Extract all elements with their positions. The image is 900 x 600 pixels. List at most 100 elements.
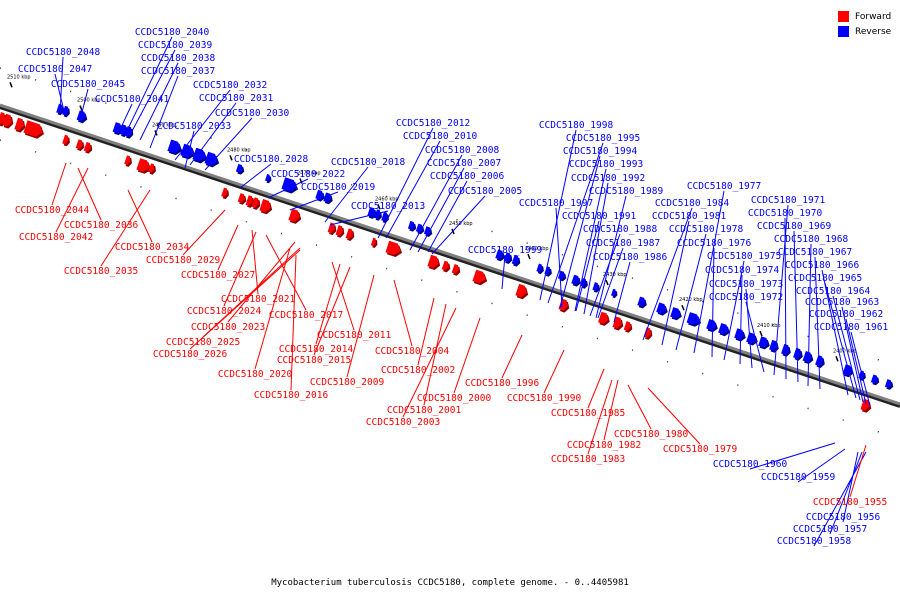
reverse-gene-shadow [612, 290, 618, 299]
scale-tick [527, 253, 531, 260]
reverse-gene [611, 288, 616, 297]
reverse-gene-leader [829, 451, 863, 535]
reverse-gene [734, 328, 745, 340]
reverse-gene-label: CCDC5180_1981 [652, 211, 727, 222]
forward-gene [124, 155, 131, 165]
reverse-gene-leader [739, 274, 743, 365]
reverse-gene [870, 374, 878, 384]
forward-gene-leader [417, 297, 435, 366]
forward-gene-label: CCDC5180_1980 [614, 429, 689, 440]
forward-gene-label: CCDC5180_2027 [181, 270, 255, 281]
forward-gene-label: CCDC5180_2026 [153, 349, 228, 360]
reverse-gene-leader [583, 182, 609, 315]
scale-tick [605, 279, 609, 286]
reverse-gene-leader [409, 154, 463, 251]
forward-gene [251, 197, 259, 208]
forward-gene-label: CCDC5180_2023 [191, 322, 265, 333]
forward-gene-leader [587, 379, 613, 455]
reverse-gene [235, 163, 243, 173]
reverse-gene-label: CCDC5180_1975 [707, 251, 781, 262]
reverse-gene [495, 249, 504, 260]
reverse-gene-leader [324, 166, 369, 223]
scale-tick [759, 330, 763, 337]
forward-gene-leader [647, 387, 701, 445]
reverse-gene-label: CCDC5180_2031 [199, 93, 274, 104]
reverse-gene-leader [773, 204, 789, 376]
scale-tick-label: 2450 kbp [449, 221, 473, 227]
forward-gene-label: CCDC5180_2042 [19, 232, 93, 243]
forward-gene-label: CCDC5180_2004 [375, 346, 450, 357]
forward-gene-label: CCDC5180_2024 [187, 306, 262, 317]
forward-gene [148, 163, 155, 173]
reverse-gene-label: CCDC5180_1964 [796, 286, 871, 297]
forward-gene-leader [182, 209, 226, 256]
forward-gene-label: CCDC5180_1955 [813, 497, 887, 508]
reverse-gene-label: CCDC5180_2005 [448, 186, 522, 197]
reverse-gene [746, 332, 757, 344]
reverse-gene-leader [575, 220, 600, 312]
reverse-gene-label: CCDC5180_1977 [687, 181, 761, 192]
reverse-gene-leader [377, 127, 434, 239]
forward-gene-leader [849, 444, 867, 498]
reverse-gene-label: CCDC5180_2041 [95, 94, 170, 105]
reverse-gene-label: CCDC5180_2019 [301, 182, 376, 193]
forward-gene [83, 142, 91, 152]
reverse-gene [656, 302, 667, 314]
forward-gene [345, 228, 353, 239]
forward-gene-label: CCDC5180_2036 [64, 220, 139, 231]
scale-tick-label: 2510 kbp [7, 74, 31, 80]
scale-tick [377, 204, 381, 210]
reverse-gene-leader [385, 140, 441, 239]
reverse-gene-label: CCDC5180_1974 [705, 265, 780, 276]
reverse-gene-label: CCDC5180_2032 [193, 80, 267, 91]
forward-gene [623, 321, 631, 331]
forward-gene-leader [331, 261, 355, 331]
forward-gene-label: CCDC5180_2002 [381, 365, 455, 376]
reverse-gene [706, 319, 717, 331]
forward-gene-leader [346, 274, 375, 378]
reverse-gene-leader [711, 247, 715, 358]
reverse-gene-leader [129, 49, 176, 136]
reverse-gene-label: CCDC5180_1988 [583, 224, 658, 235]
scale-tick-label: 2490 kbp [152, 122, 176, 128]
forward-gene [558, 298, 568, 311]
legend-swatch-forward [838, 11, 849, 22]
scale-tick [681, 304, 685, 311]
forward-gene [23, 120, 43, 137]
reverse-gene-label: CCDC5180_2048 [26, 47, 101, 58]
reverse-gene [802, 351, 812, 362]
reverse-gene-label: CCDC5180_2033 [157, 121, 231, 132]
reverse-gene-label: CCDC5180_1993 [569, 159, 643, 170]
reverse-gene [718, 323, 729, 335]
scale-tick-label: 2440 kbp [525, 246, 549, 252]
forward-gene [136, 158, 150, 172]
forward-gene-leader [290, 254, 297, 391]
forward-gene [288, 208, 300, 222]
reverse-gene-leader [745, 288, 753, 369]
reverse-gene-label: CCDC5180_1991 [562, 211, 637, 222]
reverse-gene [407, 220, 415, 230]
reverse-gene-label: CCDC5180_1972 [709, 292, 783, 303]
reverse-gene [167, 139, 181, 154]
reverse-gene-leader [329, 210, 389, 226]
reverse-gene-leader [595, 195, 627, 319]
forward-gene-leader [627, 384, 652, 430]
reverse-gene-leader [850, 331, 871, 407]
reverse-gene-leader [289, 191, 339, 211]
forward-gene-leader [423, 303, 447, 406]
forward-gene-label: CCDC5180_2000 [417, 393, 492, 404]
legend-label-forward: Forward [855, 11, 892, 22]
reverse-gene-label: CCDC5180_1986 [593, 252, 668, 263]
scale-tick-label: 2430 kbp [603, 272, 627, 278]
scale-tick [835, 356, 839, 362]
reverse-gene [119, 124, 127, 136]
reverse-gene [315, 189, 324, 200]
reverse-gene-label: CCDC5180_1984 [655, 198, 730, 209]
reverse-gene-label: CCDC5180_1956 [806, 512, 881, 523]
forward-gene [75, 139, 83, 149]
reverse-gene-leader [842, 451, 859, 523]
reverse-gene-label: CCDC5180_1989 [589, 186, 664, 197]
reverse-gene-leader [54, 73, 66, 116]
reverse-gene-label: CCDC5180_1959 [761, 472, 836, 483]
reverse-gene-label: CCDC5180_1969 [757, 221, 832, 232]
